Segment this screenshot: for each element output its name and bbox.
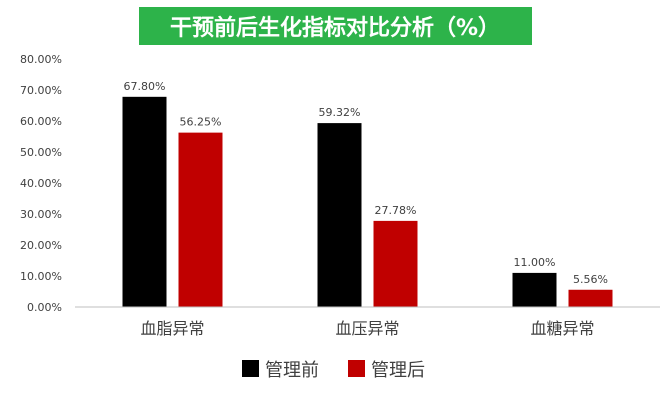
legend: 管理前 管理后	[242, 360, 425, 381]
legend-label: 管理后	[371, 360, 425, 381]
bar	[178, 132, 223, 307]
y-tick-label: 0.00%	[27, 301, 62, 314]
title-background	[139, 7, 532, 45]
bar	[373, 220, 418, 307]
y-tick-label: 80.00%	[20, 53, 62, 66]
bar-value-label: 11.00%	[514, 256, 556, 269]
y-tick-label: 50.00%	[20, 146, 62, 159]
y-tick-label: 60.00%	[20, 115, 62, 128]
bar-value-label: 56.25%	[180, 116, 222, 129]
y-tick-label: 30.00%	[20, 208, 62, 221]
bars: 67.80% 56.25% 59.32% 27.78% 11.00% 5.56%	[122, 80, 613, 307]
legend-item: 管理后	[348, 360, 425, 381]
y-tick-label: 40.00%	[20, 177, 62, 190]
legend-label: 管理前	[265, 360, 319, 381]
y-axis: 0.00% 10.00% 20.00% 30.00% 40.00% 50.00% 60.00…	[20, 53, 62, 314]
bar	[317, 123, 362, 307]
bar-value-label: 67.80%	[124, 80, 166, 93]
legend-item: 管理前	[242, 360, 319, 381]
bar	[122, 96, 167, 307]
bar	[512, 272, 557, 307]
bar-value-label: 5.56%	[573, 273, 608, 286]
x-axis: 血脂异常 血压异常 血糖异常	[75, 306, 660, 338]
y-tick-label: 70.00%	[20, 84, 62, 97]
bar	[568, 289, 613, 307]
x-tick-label: 血压异常	[335, 319, 399, 338]
bar-value-label: 59.32%	[319, 106, 361, 119]
chart-title: 干预前后生化指标对比分析（%）	[170, 15, 500, 41]
bar-value-label: 27.78%	[375, 204, 417, 217]
legend-swatch	[348, 360, 365, 377]
x-tick-label: 血脂异常	[140, 319, 204, 338]
legend-swatch	[242, 360, 259, 377]
y-tick-label: 10.00%	[20, 270, 62, 283]
y-tick-label: 20.00%	[20, 239, 62, 252]
chart-title-banner: 干预前后生化指标对比分析（%）	[139, 7, 532, 45]
x-tick-label: 血糖异常	[530, 319, 594, 338]
